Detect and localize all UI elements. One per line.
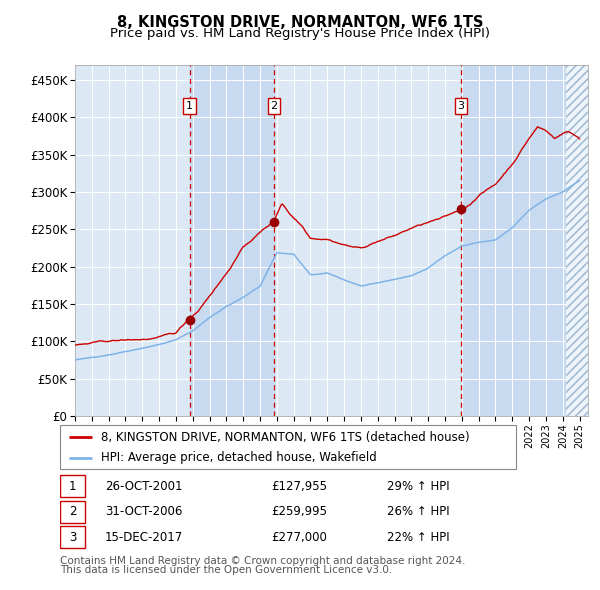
- Text: 1: 1: [186, 101, 193, 111]
- Bar: [566, 65, 588, 416]
- Text: 2: 2: [271, 101, 278, 111]
- Text: 15-DEC-2017: 15-DEC-2017: [105, 531, 183, 544]
- FancyBboxPatch shape: [60, 475, 85, 497]
- Bar: [566, 65, 588, 416]
- Text: 26-OCT-2001: 26-OCT-2001: [105, 480, 182, 493]
- Text: 22% ↑ HPI: 22% ↑ HPI: [388, 531, 450, 544]
- FancyBboxPatch shape: [60, 501, 85, 523]
- Text: 3: 3: [458, 101, 464, 111]
- Text: £259,995: £259,995: [271, 505, 327, 519]
- Text: 31-OCT-2006: 31-OCT-2006: [105, 505, 182, 519]
- Bar: [190, 65, 274, 416]
- Text: 29% ↑ HPI: 29% ↑ HPI: [388, 480, 450, 493]
- Text: 1: 1: [69, 480, 76, 493]
- Text: 26% ↑ HPI: 26% ↑ HPI: [388, 505, 450, 519]
- FancyBboxPatch shape: [60, 425, 516, 469]
- Text: Contains HM Land Registry data © Crown copyright and database right 2024.: Contains HM Land Registry data © Crown c…: [60, 556, 466, 566]
- FancyBboxPatch shape: [60, 526, 85, 549]
- Text: £277,000: £277,000: [271, 531, 327, 544]
- Bar: [461, 65, 566, 416]
- Text: 8, KINGSTON DRIVE, NORMANTON, WF6 1TS: 8, KINGSTON DRIVE, NORMANTON, WF6 1TS: [117, 15, 483, 30]
- Text: £127,955: £127,955: [271, 480, 327, 493]
- Bar: [566, 65, 588, 416]
- Text: Price paid vs. HM Land Registry's House Price Index (HPI): Price paid vs. HM Land Registry's House …: [110, 27, 490, 40]
- Text: 3: 3: [69, 531, 76, 544]
- Text: This data is licensed under the Open Government Licence v3.0.: This data is licensed under the Open Gov…: [60, 565, 392, 575]
- Text: 8, KINGSTON DRIVE, NORMANTON, WF6 1TS (detached house): 8, KINGSTON DRIVE, NORMANTON, WF6 1TS (d…: [101, 431, 470, 444]
- Text: 2: 2: [69, 505, 76, 519]
- Text: HPI: Average price, detached house, Wakefield: HPI: Average price, detached house, Wake…: [101, 451, 377, 464]
